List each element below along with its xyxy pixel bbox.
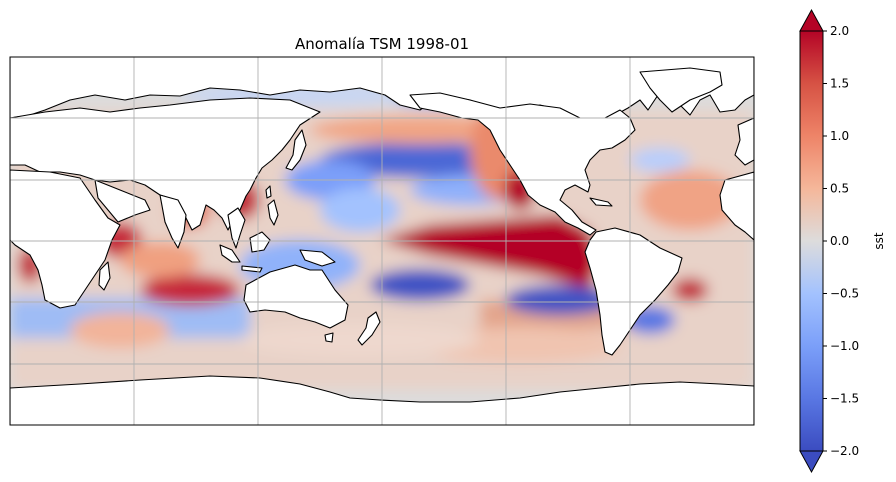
cuba — [589, 197, 613, 207]
arabia — [94, 179, 151, 223]
india — [159, 194, 187, 249]
greenland — [639, 67, 723, 113]
japan — [285, 129, 307, 171]
taiwan — [265, 185, 272, 199]
new-guinea — [299, 249, 336, 267]
colorbar-tick-label: −1.0 — [830, 339, 859, 353]
south-america — [584, 227, 683, 356]
sumatra — [219, 244, 241, 263]
colorbar-ticks: −2.0 −1.5 −1.0 −0.5 0.0 0.5 1.0 1.5 2.0 — [823, 24, 859, 458]
map-frame — [9, 56, 755, 426]
colorbar-label: sst — [872, 232, 886, 250]
gridlines — [10, 57, 754, 425]
new-zealand — [357, 311, 381, 346]
colorbar-extend-max — [799, 8, 824, 32]
borneo — [249, 231, 271, 253]
tasmania — [324, 332, 334, 343]
madagascar — [98, 261, 111, 291]
colorbar-tick-label: 2.0 — [830, 24, 849, 38]
colorbar-tick-label: 1.5 — [830, 77, 849, 91]
colorbar-gradient — [800, 31, 823, 451]
africa-east-edge — [719, 171, 754, 241]
indochina — [227, 207, 246, 249]
colorbar-tick-label: 0.5 — [830, 182, 849, 196]
java — [241, 265, 263, 273]
map-title: Anomalía TSM 1998-01 — [295, 35, 469, 53]
colorbar-tick-label: −0.5 — [830, 287, 859, 301]
colorbar-tick-label: −2.0 — [830, 444, 859, 458]
africa — [10, 169, 121, 309]
colorbar-extend-min — [799, 450, 824, 474]
colorbar-tick-label: 1.0 — [830, 129, 849, 143]
australia — [243, 264, 349, 329]
map-area — [10, 57, 754, 425]
colorbar-tick-label: 0.0 — [830, 234, 849, 248]
philippines — [267, 199, 279, 226]
colorbar-tick-label: −1.5 — [830, 392, 859, 406]
europe-east-edge — [734, 117, 754, 166]
colorbar: −2.0 −1.5 −1.0 −0.5 0.0 0.5 1.0 1.5 2.0 sst — [799, 8, 886, 474]
